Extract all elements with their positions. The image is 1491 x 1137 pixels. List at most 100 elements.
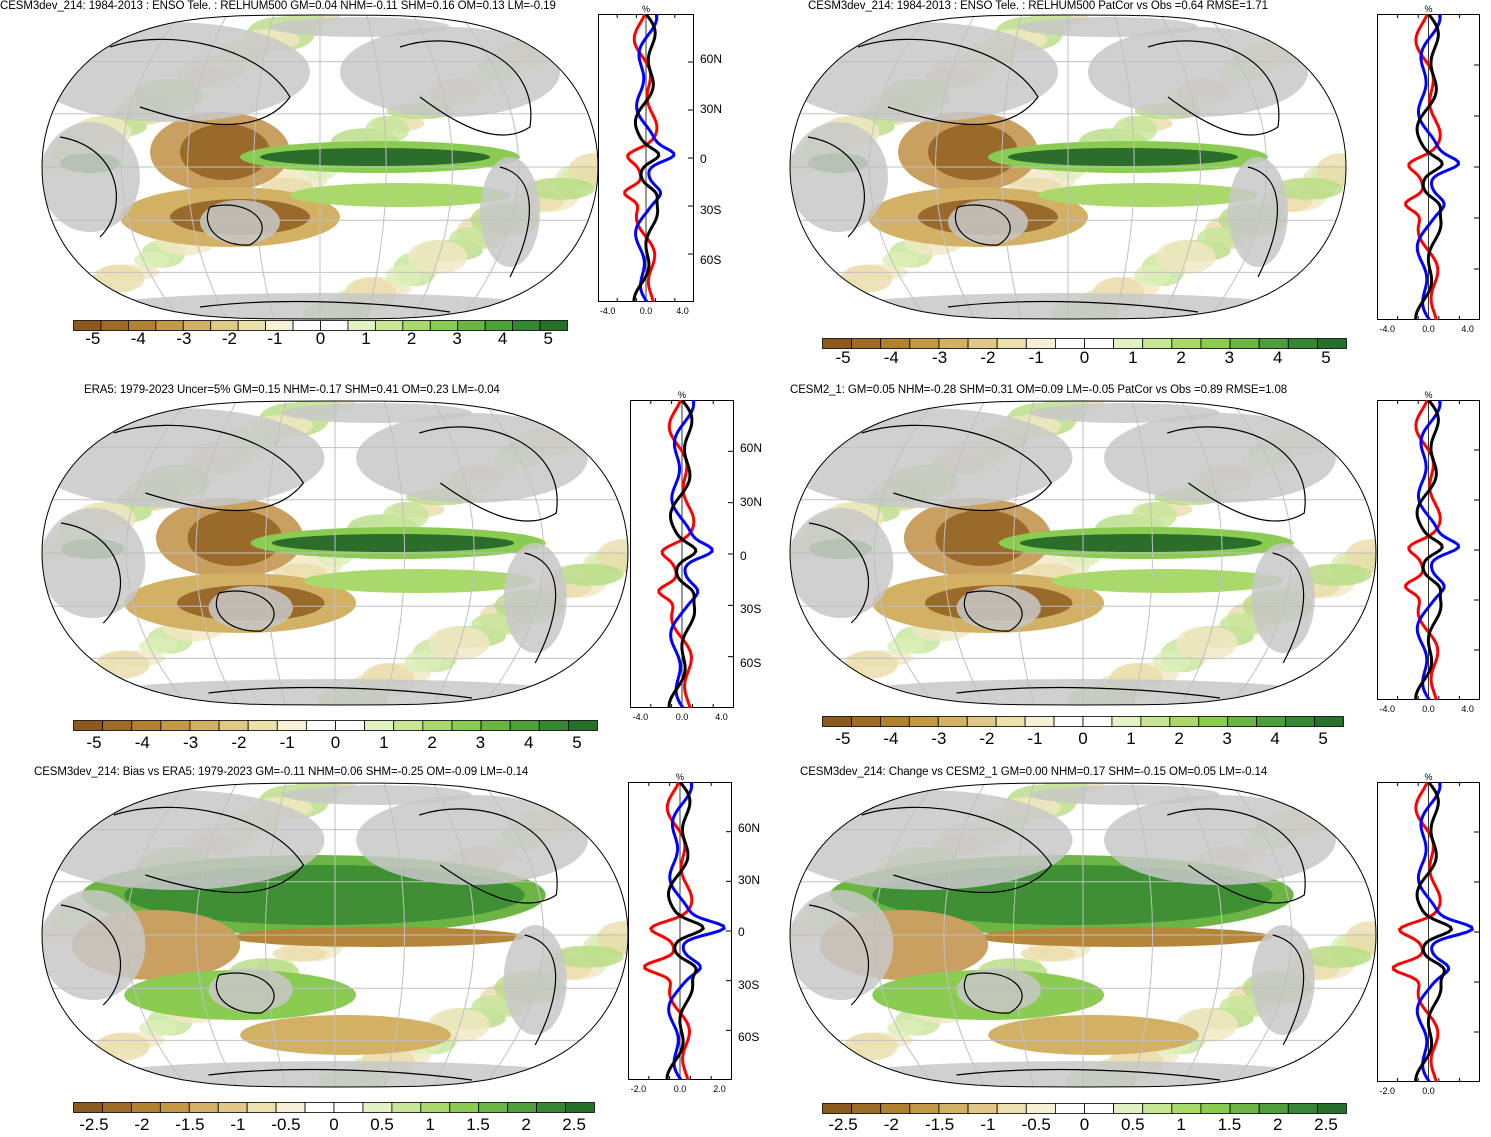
colorbar-label: 2 <box>427 733 437 752</box>
colorbar-swatch <box>422 720 453 731</box>
colorbar-label: -4 <box>130 329 146 348</box>
colorbar-label: 0.5 <box>370 1115 394 1134</box>
colorbar-label: 2 <box>521 1115 531 1134</box>
world-map <box>789 782 1377 1088</box>
colorbar-swatch <box>1198 716 1229 727</box>
colorbar-swatch <box>1024 716 1055 727</box>
colorbar-swatch <box>938 338 969 349</box>
colorbar-swatch <box>276 720 307 731</box>
colorbar-swatch <box>478 1102 509 1113</box>
colorbar-label: 0 <box>330 733 341 752</box>
colorbar-swatch <box>512 320 541 331</box>
colorbar-swatch <box>909 1103 940 1114</box>
colorbar-label: 5 <box>1318 729 1328 748</box>
colorbar-swatch <box>1142 1103 1173 1114</box>
colorbar-label: -3 <box>176 329 192 348</box>
colorbar-swatch <box>218 720 249 731</box>
colorbar-swatch <box>538 720 569 731</box>
colorbar-label: -1 <box>1028 348 1044 367</box>
zonal-mean-profile <box>1377 400 1480 700</box>
profile-x-tick-label: -4.0 <box>599 306 616 316</box>
colorbar-swatch <box>908 716 939 727</box>
profile-lat-label: 0 <box>700 152 707 167</box>
profile-lat-label: 60N <box>700 51 723 66</box>
colorbar-swatch <box>1316 1103 1347 1114</box>
colorbar-label: 5 <box>543 329 553 348</box>
colorbar-label: 4 <box>497 329 508 348</box>
colorbar-swatch <box>822 716 852 727</box>
colorbar-swatch <box>364 720 395 731</box>
colorbar-label: 4 <box>1270 729 1280 748</box>
colorbar-label: 2 <box>406 329 417 348</box>
colorbar <box>822 338 1347 349</box>
profile-x-tick-label: 4.0 <box>715 712 728 722</box>
profile-unit: % <box>675 772 685 782</box>
colorbar-label: 1 <box>1128 348 1138 367</box>
colorbar-label: 1 <box>361 329 371 348</box>
profile-unit: % <box>641 4 651 14</box>
colorbar-swatch <box>879 716 910 727</box>
colorbar-label: 3 <box>1224 348 1235 367</box>
colorbar-swatch <box>217 1102 248 1113</box>
colorbar-swatch <box>1200 338 1231 349</box>
colorbar-swatch <box>73 1102 103 1113</box>
profile-x-tick-label: 4.0 <box>676 306 689 316</box>
colorbar-label: -2 <box>231 733 247 752</box>
colorbar-swatch <box>1258 338 1289 349</box>
colorbar-label: -5 <box>835 348 851 367</box>
colorbar-swatch <box>565 1102 595 1113</box>
zonal-mean-profile <box>630 400 734 708</box>
profile-x-tick-label: 4.0 <box>1461 704 1474 714</box>
colorbar-label: 2.5 <box>1314 1115 1338 1134</box>
zonal-mean-profile <box>598 14 694 302</box>
panel-title: CESM3dev_214: Bias vs ERA5: 1979-2023 GM… <box>34 766 529 778</box>
colorbar-swatch <box>1285 716 1315 727</box>
colorbar-swatch <box>1287 338 1318 349</box>
colorbar-label: 4 <box>1272 348 1283 367</box>
colorbar-label: 1 <box>1176 1115 1186 1134</box>
colorbar-swatch <box>880 338 911 349</box>
panel-title: ERA5: 1979-2023 Uncer=5% GM=0.15 NHM=-0.… <box>84 384 500 396</box>
profile-unit: % <box>1424 4 1433 14</box>
profile-lat-label: 60N <box>740 440 763 455</box>
colorbar <box>73 1102 595 1113</box>
colorbar-swatch <box>1025 338 1056 349</box>
profile-x-tick-label: 0.0 <box>675 712 689 722</box>
colorbar-swatch <box>160 720 191 731</box>
colorbar-swatch <box>851 1103 882 1114</box>
colorbar-swatch <box>362 1102 393 1113</box>
colorbar <box>73 720 598 731</box>
colorbar-swatch <box>188 1102 219 1113</box>
colorbar-label: 0 <box>329 1115 339 1134</box>
profile-unit: % <box>677 390 687 400</box>
colorbar-label: 1.5 <box>466 1115 490 1134</box>
colorbar-swatch <box>335 720 366 731</box>
colorbar-label: 5 <box>1321 348 1331 367</box>
colorbar-swatch <box>536 1102 566 1113</box>
colorbar-label: -1 <box>279 733 295 752</box>
panel-title: CESM3dev_214: 1984-2013 : ENSO Tele. : R… <box>808 0 1268 12</box>
colorbar-label: 3 <box>1222 729 1232 748</box>
profile-x-tick-label: 2.0 <box>713 1084 726 1094</box>
profile-x-tick-label: 0.0 <box>673 1084 687 1094</box>
colorbar-label: 5 <box>572 733 582 752</box>
colorbar-swatch <box>246 1102 277 1113</box>
profile-lat-label: 60S <box>740 656 762 671</box>
colorbar-swatch <box>100 320 129 331</box>
world-map <box>789 14 1347 320</box>
colorbar-swatch <box>333 1102 364 1113</box>
colorbar-label: 0 <box>315 329 326 348</box>
colorbar-label: -3 <box>183 733 199 752</box>
colorbar-label: -1.5 <box>175 1115 205 1134</box>
profile-x-tick-label: -4.0 <box>1379 324 1396 334</box>
colorbar-label: -4 <box>134 733 150 752</box>
colorbar-label: -5 <box>835 729 851 748</box>
profile-x-tick-label: 0.0 <box>1422 704 1435 714</box>
colorbar-swatch <box>449 1102 480 1113</box>
colorbar-swatch <box>822 338 853 349</box>
colorbar-swatch <box>539 320 568 331</box>
panel-title: CESM3dev_214: Change vs CESM2_1 GM=0.00 … <box>800 766 1268 778</box>
colorbar-swatch <box>1054 1103 1085 1114</box>
colorbar-swatch <box>996 1103 1027 1114</box>
colorbar-swatch <box>851 338 882 349</box>
